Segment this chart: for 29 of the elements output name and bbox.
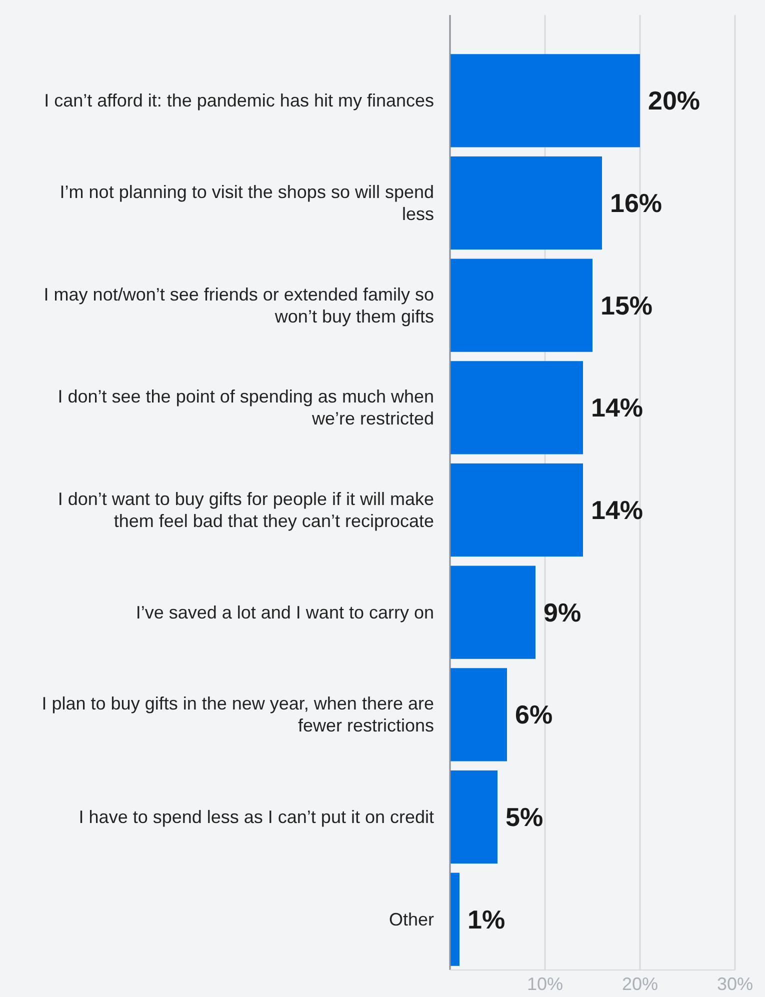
y-tick-label: I may not/won’t see friends or extended family so won’t buy them gifts [44, 284, 434, 326]
bar [450, 463, 583, 557]
data-label: 14% [591, 392, 644, 423]
bar [450, 258, 592, 352]
data-label: 6% [515, 700, 553, 730]
data-label: 20% [648, 86, 700, 116]
bar [450, 361, 583, 454]
y-tick-label: I can’t afford it: the pandemic has hit my finances [44, 90, 434, 111]
data-label: 14% [591, 495, 644, 525]
x-tick-label: 20% [622, 974, 658, 994]
y-tick-label: I plan to buy gifts in the new year, when there are fewer restrictions [42, 694, 434, 736]
data-label: 1% [468, 904, 506, 934]
y-tick-label: I don’t want to buy gifts for people if it will make them feel bad that they can’t reciprocate [58, 489, 434, 531]
data-label: 16% [610, 188, 662, 218]
x-tick-label: 10% [526, 974, 564, 994]
x-tick-label: 30% [716, 974, 754, 994]
data-label: 9% [544, 597, 582, 628]
data-label: 15% [600, 290, 653, 320]
y-tick-label: I’ve saved a lot and I want to carry on [136, 602, 434, 622]
data-label: 5% [506, 802, 544, 832]
bar [450, 156, 602, 250]
y-tick-label: I have to spend less as I can’t put it on credit [78, 807, 434, 828]
y-tick-label: I don’t see the point of spending as much when we’re restricted [58, 386, 434, 429]
bar [450, 668, 507, 762]
bar [450, 770, 498, 864]
bar [450, 566, 536, 659]
y-tick-label: Other [388, 909, 434, 930]
bar [450, 54, 640, 148]
y-tick-label: I’m not planning to visit the shops so will spend less [60, 182, 434, 224]
